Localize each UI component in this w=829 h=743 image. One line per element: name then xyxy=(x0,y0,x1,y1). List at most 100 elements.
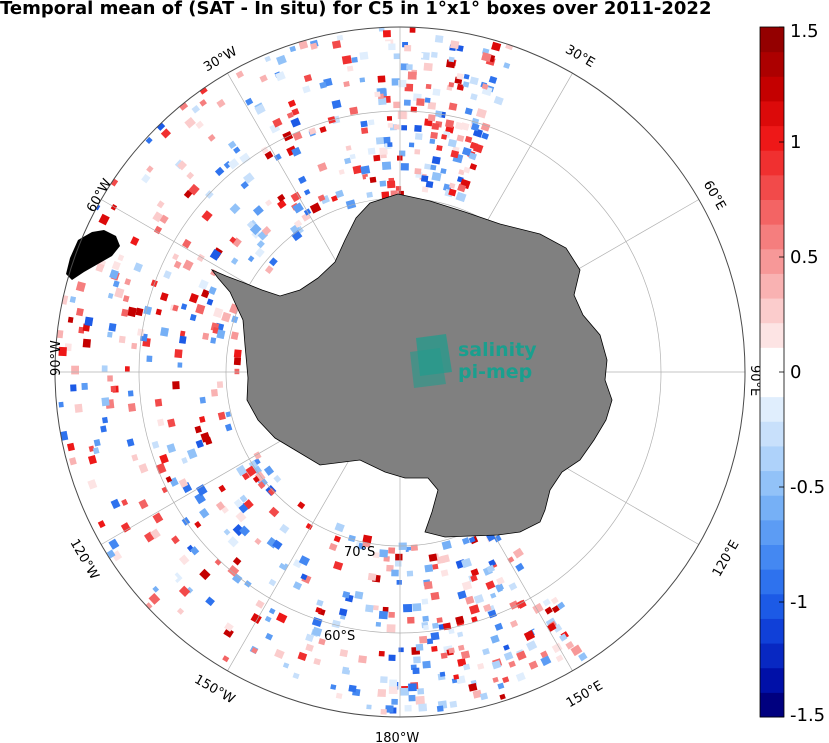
data-box xyxy=(328,542,338,552)
data-box xyxy=(159,453,169,464)
data-box xyxy=(388,654,396,662)
data-box xyxy=(417,52,424,58)
data-box xyxy=(431,645,438,652)
data-box xyxy=(305,633,314,643)
data-box xyxy=(486,564,496,574)
data-box xyxy=(195,439,204,449)
lat-label-60s: 60°S xyxy=(324,629,355,644)
data-box xyxy=(345,199,357,210)
data-box xyxy=(259,74,268,83)
data-box xyxy=(101,416,109,424)
data-box xyxy=(229,203,241,215)
data-box xyxy=(214,166,225,177)
lon-label-150w: 150°W xyxy=(192,672,238,707)
data-box xyxy=(222,655,230,663)
data-box xyxy=(432,665,441,673)
data-box xyxy=(440,168,447,175)
logo-line1: salinity xyxy=(458,339,537,361)
data-box xyxy=(319,126,327,133)
data-box xyxy=(382,136,391,144)
data-box xyxy=(394,560,402,567)
data-box xyxy=(373,605,379,611)
data-box xyxy=(423,581,433,590)
data-box xyxy=(413,656,421,664)
data-box xyxy=(109,178,119,187)
data-box xyxy=(354,591,364,600)
data-box xyxy=(235,464,248,477)
data-box xyxy=(275,71,286,82)
data-box xyxy=(81,382,88,390)
data-box xyxy=(386,116,393,121)
data-box xyxy=(408,549,416,556)
data-box xyxy=(179,335,187,344)
data-box xyxy=(297,651,308,661)
data-box xyxy=(404,705,412,712)
data-box xyxy=(424,78,431,85)
data-box xyxy=(118,335,126,344)
data-box xyxy=(169,477,179,487)
data-box xyxy=(298,40,309,50)
data-box xyxy=(427,114,436,122)
data-box xyxy=(360,120,368,128)
data-box xyxy=(432,563,439,570)
data-box xyxy=(401,559,408,566)
data-box xyxy=(457,658,467,667)
data-box xyxy=(95,262,105,273)
data-box xyxy=(264,55,272,63)
data-box xyxy=(508,582,518,591)
data-box xyxy=(341,55,352,65)
data-box xyxy=(231,315,239,324)
data-box xyxy=(313,658,322,666)
data-box xyxy=(496,576,505,586)
data-box xyxy=(479,538,490,548)
data-box xyxy=(449,40,460,50)
data-box xyxy=(367,147,376,155)
data-box xyxy=(234,368,240,375)
colorbar-tick-label: 1.5 xyxy=(790,21,819,42)
data-box xyxy=(292,581,303,591)
data-box xyxy=(276,612,288,624)
data-box xyxy=(379,180,387,187)
data-box xyxy=(423,62,433,72)
colorbar-segment xyxy=(760,593,784,619)
data-box xyxy=(491,660,502,670)
data-box xyxy=(360,127,369,135)
data-box xyxy=(308,127,317,135)
colorbar-tick-label: 1 xyxy=(790,132,801,153)
colorbar-segment xyxy=(760,519,784,545)
data-box xyxy=(365,664,375,673)
data-box xyxy=(430,591,440,601)
data-box xyxy=(74,403,83,413)
colorbar-segment xyxy=(760,27,784,53)
data-box xyxy=(457,644,465,651)
data-box xyxy=(360,165,371,175)
colorbar-tick-label: -1 xyxy=(790,592,808,613)
data-box xyxy=(465,595,475,605)
data-box xyxy=(557,601,566,610)
data-box xyxy=(176,607,185,615)
data-box xyxy=(242,172,255,184)
data-box xyxy=(490,634,500,644)
data-box xyxy=(315,606,323,614)
data-box xyxy=(494,622,504,631)
data-box xyxy=(87,479,98,490)
data-box xyxy=(387,123,393,128)
data-box xyxy=(378,97,387,106)
data-box xyxy=(468,152,477,161)
data-box xyxy=(468,536,476,544)
data-box xyxy=(240,180,249,190)
data-box xyxy=(417,688,425,695)
data-box xyxy=(382,606,389,613)
data-box xyxy=(114,287,125,299)
data-box xyxy=(198,85,208,95)
data-box xyxy=(298,175,307,185)
data-box xyxy=(217,610,227,620)
data-box xyxy=(369,176,377,183)
lon-label-60e: 60°E xyxy=(700,178,729,213)
data-box xyxy=(401,125,408,131)
data-box xyxy=(305,523,313,531)
data-box xyxy=(417,75,426,84)
data-box xyxy=(214,558,222,566)
data-box xyxy=(212,327,219,334)
